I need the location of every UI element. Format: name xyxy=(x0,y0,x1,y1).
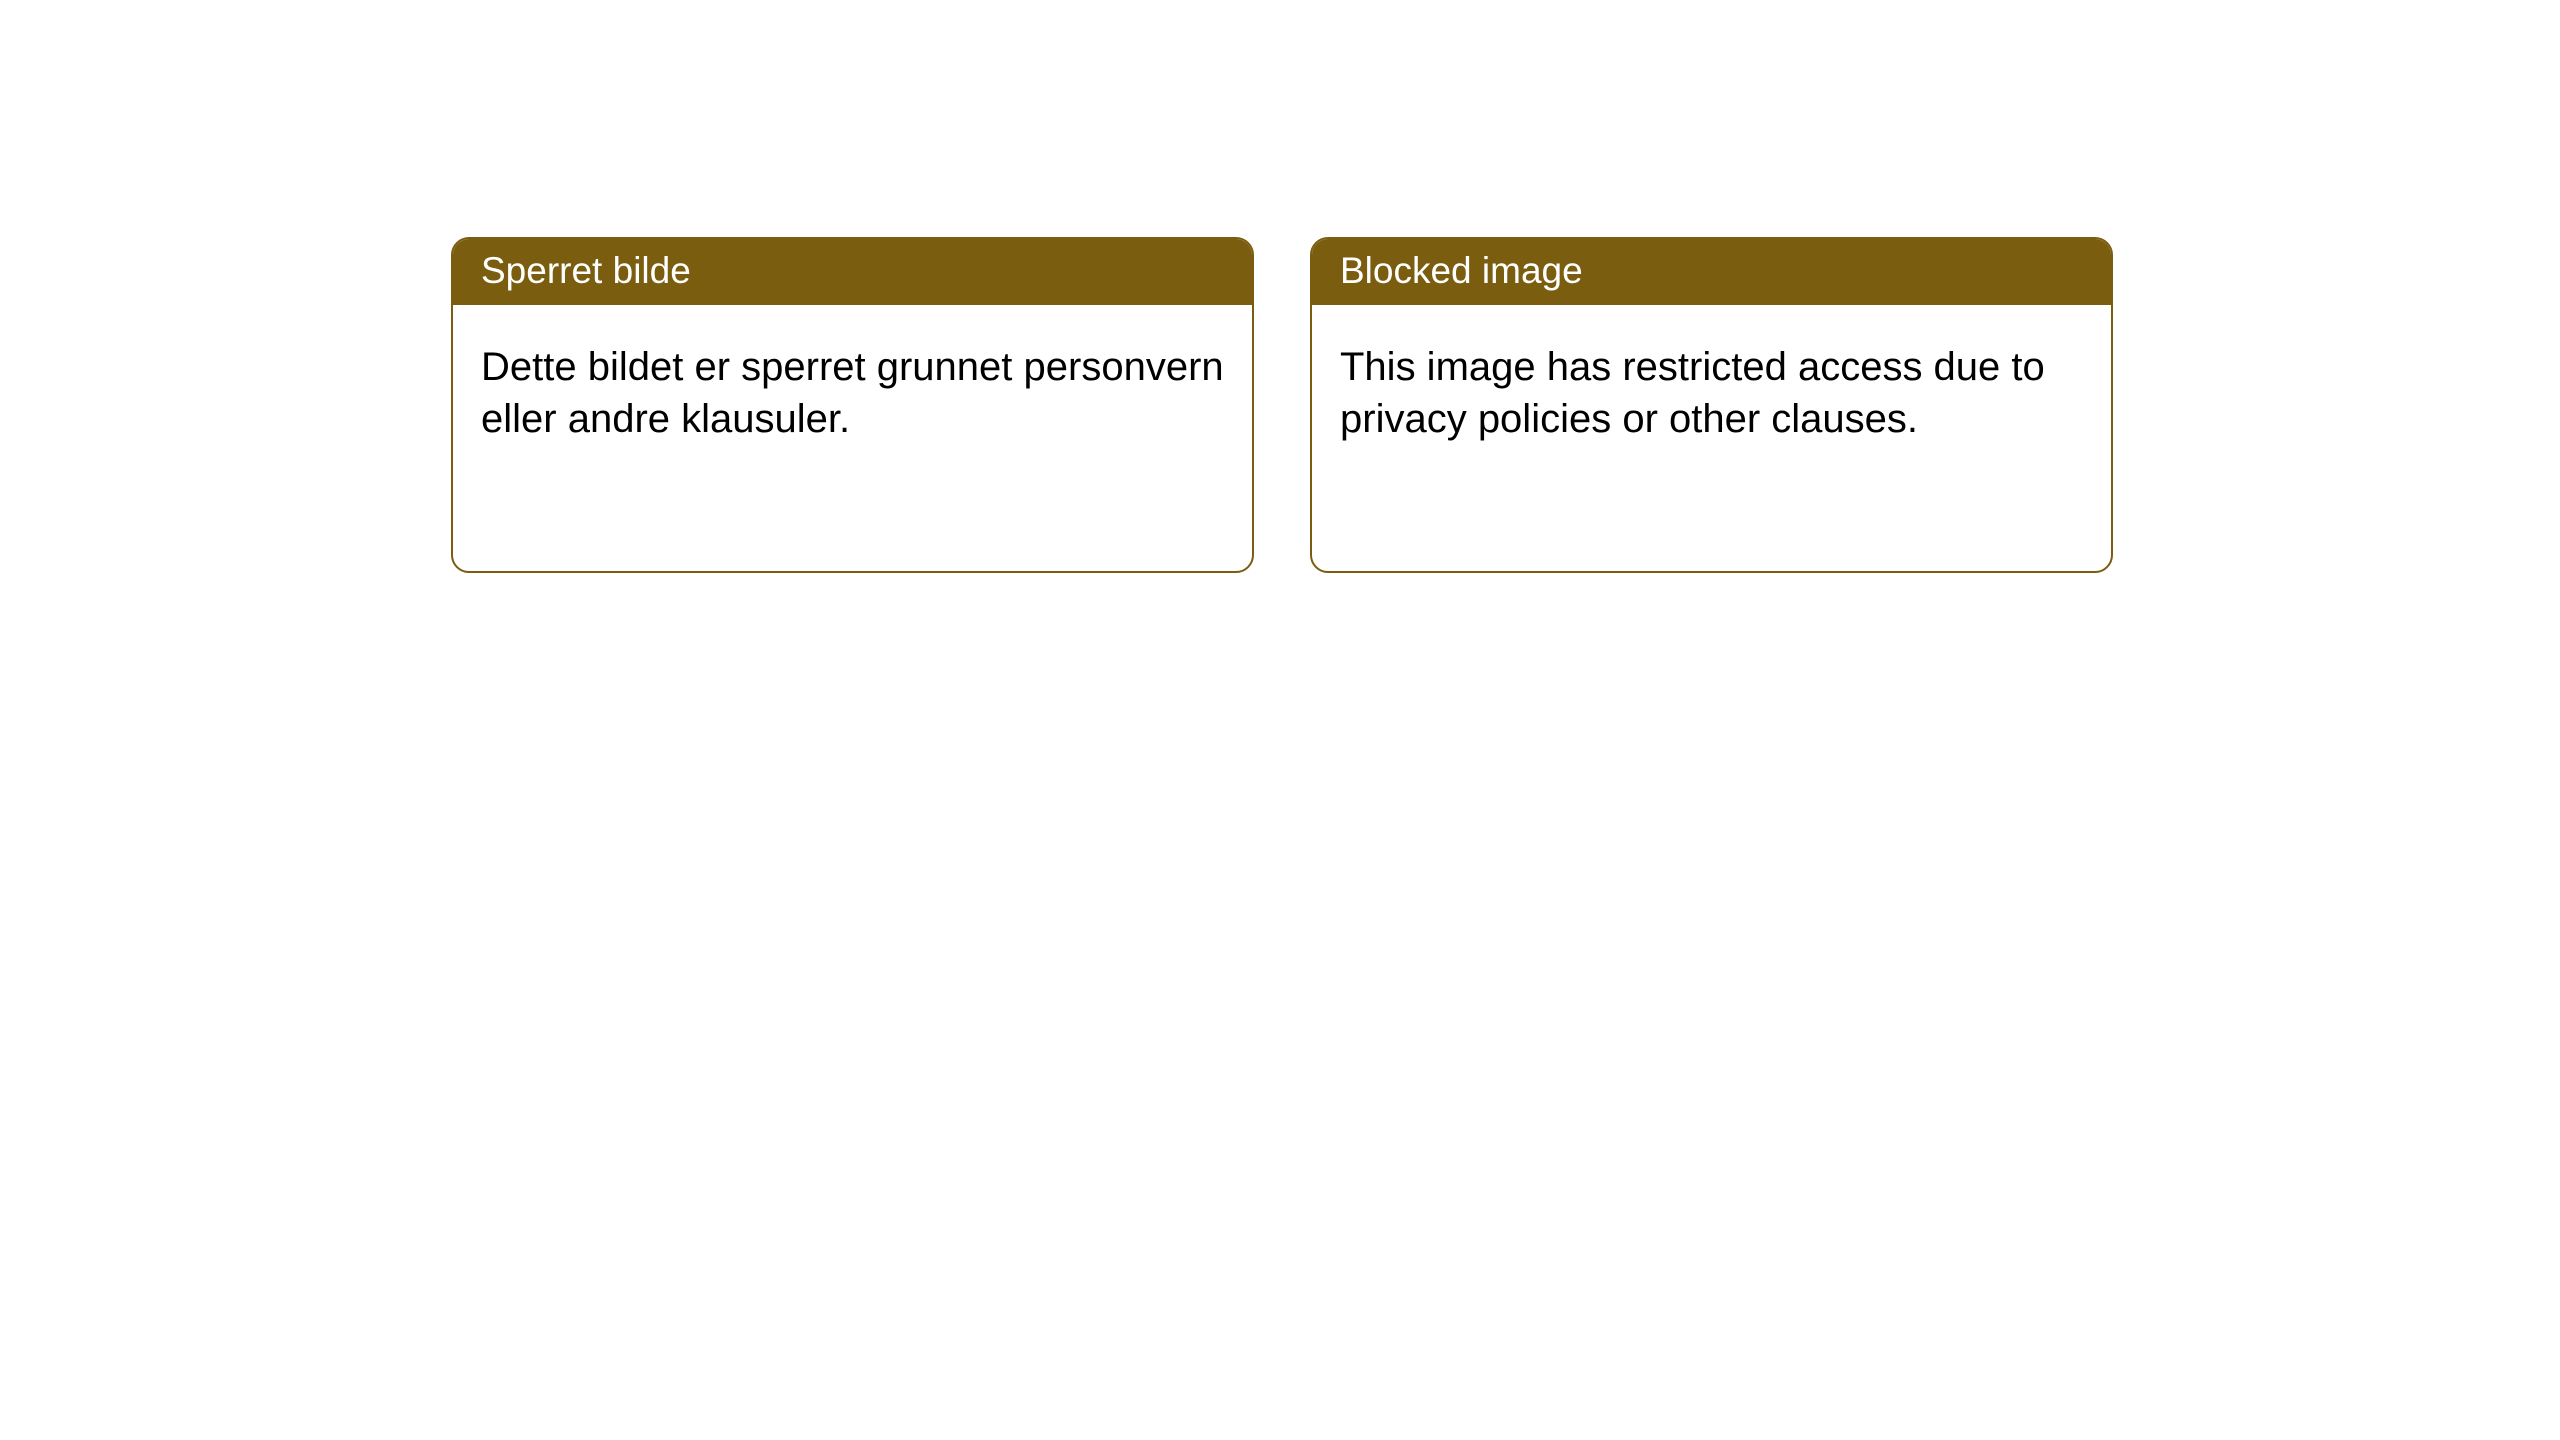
notice-container: Sperret bilde Dette bildet er sperret gr… xyxy=(0,0,2560,573)
notice-title: Blocked image xyxy=(1340,250,1583,291)
notice-body: Dette bildet er sperret grunnet personve… xyxy=(453,305,1252,473)
notice-message: This image has restricted access due to … xyxy=(1340,345,2045,441)
notice-message: Dette bildet er sperret grunnet personve… xyxy=(481,345,1224,441)
notice-box-english: Blocked image This image has restricted … xyxy=(1310,237,2113,573)
notice-header: Blocked image xyxy=(1312,239,2111,305)
notice-header: Sperret bilde xyxy=(453,239,1252,305)
notice-body: This image has restricted access due to … xyxy=(1312,305,2111,473)
notice-title: Sperret bilde xyxy=(481,250,691,291)
notice-box-norwegian: Sperret bilde Dette bildet er sperret gr… xyxy=(451,237,1254,573)
